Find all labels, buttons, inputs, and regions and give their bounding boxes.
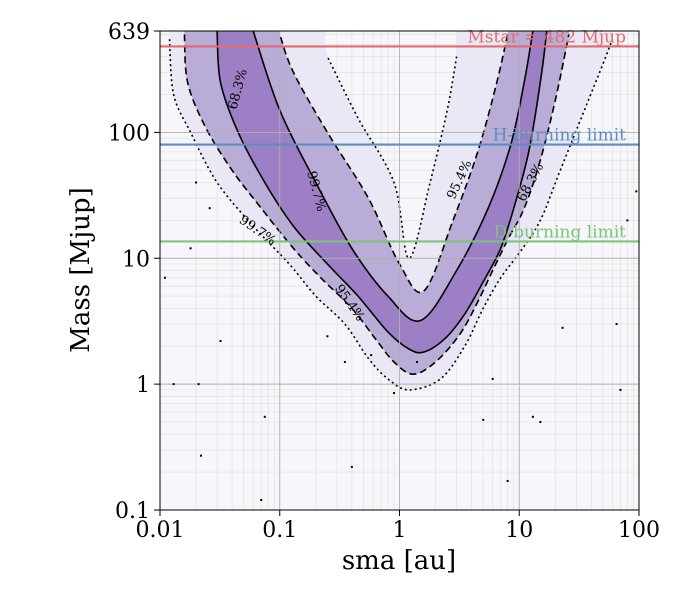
x-axis: 0.01 0.1 1 10 100 <box>136 510 660 543</box>
outlier-point <box>370 354 373 357</box>
outlier-point <box>326 335 329 338</box>
outlier-point <box>539 421 542 424</box>
x-tick-label: 0.01 <box>136 518 185 543</box>
outlier-point <box>626 219 629 222</box>
outlier-point <box>263 415 266 418</box>
y-axis-label: Mass [Mjup] <box>66 187 96 352</box>
outlier-point <box>482 418 485 421</box>
outlier-point <box>163 276 166 279</box>
x-axis-label: sma [au] <box>342 546 456 576</box>
contour-683-outer-line <box>216 31 548 354</box>
outlier-point <box>343 360 346 363</box>
x-tick-label: 1 <box>393 518 407 543</box>
y-tick-label: 0.1 <box>115 499 150 524</box>
outlier-points <box>163 181 638 502</box>
h-burning-line-label: H-burning limit <box>493 126 627 146</box>
outlier-point <box>195 181 198 184</box>
y-tick-label: 639 <box>108 20 150 45</box>
outlier-point <box>393 392 396 395</box>
outlier-point <box>531 415 534 418</box>
contour-683-inner-line <box>252 31 534 322</box>
outlier-point <box>491 377 494 380</box>
contour-997-inner-line <box>326 56 458 260</box>
grid-major <box>160 31 639 510</box>
outlier-point <box>506 479 509 482</box>
contour-954-outer-line <box>183 34 570 376</box>
outlier-point <box>561 326 564 329</box>
mstar-line-label: Mstar = 482 Mjup <box>467 27 626 47</box>
d-burning-line-label: D-burning limit <box>493 222 626 242</box>
outlier-point <box>219 340 222 343</box>
y-tick-label: 100 <box>108 121 150 146</box>
x-tick-label: 10 <box>505 518 533 543</box>
x-tick-label: 0.1 <box>262 518 297 543</box>
outlier-point <box>415 360 418 363</box>
outlier-point <box>200 454 203 457</box>
y-axis: 0.1 1 10 100 639 <box>108 20 160 524</box>
outlier-point <box>615 323 618 326</box>
reference-lines: Mstar = 482 Mjup H-burning limit D-burning… <box>160 27 639 243</box>
y-tick-label: 10 <box>122 247 150 272</box>
outlier-point <box>635 190 638 193</box>
contour-997-outer-line <box>168 38 614 391</box>
outlier-point <box>172 383 175 386</box>
outlier-point <box>619 388 622 391</box>
contour-lines <box>168 31 614 391</box>
y-tick-label: 1 <box>136 373 150 398</box>
outlier-point <box>197 383 200 386</box>
x-tick-label: 100 <box>618 518 660 543</box>
outlier-point <box>189 247 192 250</box>
outlier-point <box>208 207 211 210</box>
contour-683-fill <box>217 31 547 353</box>
outlier-point <box>260 499 263 502</box>
outlier-point <box>350 465 353 468</box>
